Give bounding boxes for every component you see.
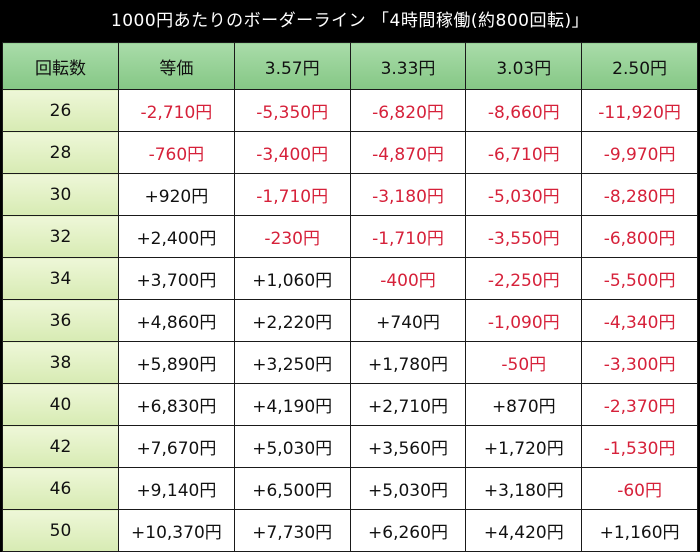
value-cell: -9,970円	[581, 131, 698, 174]
value-cell: -1,090円	[465, 299, 583, 342]
value-cell: +1,780円	[349, 341, 467, 384]
rotation-cell: 42	[2, 425, 119, 468]
table-row: 38 +5,890円 +3,250円 +1,780円 -50円 -3,300円	[2, 341, 698, 384]
table-row: 26 -2,710円 -5,350円 -6,820円 -8,660円 -11,920円	[2, 89, 698, 132]
value-cell: -1,710円	[349, 215, 467, 258]
rotation-cell: 30	[2, 173, 119, 216]
value-cell: +4,420円	[465, 509, 583, 552]
value-cell: -2,710円	[118, 89, 235, 132]
table-row: 36 +4,860円 +2,220円 +740円 -1,090円 -4,340円	[2, 299, 698, 342]
value-cell: +5,890円	[118, 341, 235, 384]
value-cell: -5,030円	[465, 173, 583, 216]
value-cell: -6,820円	[349, 89, 467, 132]
header-303: 3.03円	[465, 42, 583, 90]
border-line-table: 回転数 等価 3.57円 3.33円 3.03円 2.50円 26 -2,710円…	[2, 42, 698, 552]
value-cell: -2,250円	[465, 257, 583, 300]
value-cell: -8,660円	[465, 89, 583, 132]
value-cell: -6,800円	[581, 215, 698, 258]
value-cell: +1,160円	[581, 509, 698, 552]
value-cell: +2,710円	[349, 383, 467, 426]
value-cell: -8,280円	[581, 173, 698, 216]
rotation-cell: 40	[2, 383, 119, 426]
table-row: 50 +10,370円 +7,730円 +6,260円 +4,420円 +1,160円	[2, 509, 698, 552]
value-cell: +9,140円	[118, 467, 235, 510]
value-cell: +5,030円	[233, 425, 351, 468]
rotation-cell: 46	[2, 467, 119, 510]
table-row: 30 +920円 -1,710円 -3,180円 -5,030円 -8,280円	[2, 173, 698, 216]
table-row: 28 -760円 -3,400円 -4,870円 -6,710円 -9,970円	[2, 131, 698, 174]
value-cell: +920円	[118, 173, 235, 216]
value-cell: -11,920円	[581, 89, 698, 132]
value-cell: +3,560円	[349, 425, 467, 468]
value-cell: +3,700円	[118, 257, 235, 300]
value-cell: +7,670円	[118, 425, 235, 468]
value-cell: -230円	[233, 215, 351, 258]
value-cell: +740円	[349, 299, 467, 342]
value-cell: +6,830円	[118, 383, 235, 426]
table-row: 46 +9,140円 +6,500円 +5,030円 +3,180円 -60円	[2, 467, 698, 510]
value-cell: +1,720円	[465, 425, 583, 468]
value-cell: +7,730円	[233, 509, 351, 552]
table-row: 42 +7,670円 +5,030円 +3,560円 +1,720円 -1,530円	[2, 425, 698, 468]
value-cell: +870円	[465, 383, 583, 426]
rotation-cell: 36	[2, 299, 119, 342]
value-cell: -4,870円	[349, 131, 467, 174]
value-cell: +1,060円	[233, 257, 351, 300]
value-cell: -6,710円	[465, 131, 583, 174]
rotation-cell: 26	[2, 89, 119, 132]
header-rotation: 回転数	[2, 42, 119, 90]
table-title: 1000円あたりのボーダーライン 「4時間稼働(約800回転)」	[110, 11, 590, 31]
value-cell: -3,550円	[465, 215, 583, 258]
value-cell: -1,530円	[581, 425, 698, 468]
value-cell: -5,350円	[233, 89, 351, 132]
rotation-cell: 38	[2, 341, 119, 384]
table-row: 32 +2,400円 -230円 -1,710円 -3,550円 -6,800円	[2, 215, 698, 258]
table-row: 34 +3,700円 +1,060円 -400円 -2,250円 -5,500円	[2, 257, 698, 300]
value-cell: +6,260円	[349, 509, 467, 552]
value-cell: +2,220円	[233, 299, 351, 342]
value-cell: -3,180円	[349, 173, 467, 216]
value-cell: -50円	[465, 341, 583, 384]
value-cell: -3,400円	[233, 131, 351, 174]
value-cell: +6,500円	[233, 467, 351, 510]
value-cell: -5,500円	[581, 257, 698, 300]
value-cell: -3,300円	[581, 341, 698, 384]
value-cell: -2,370円	[581, 383, 698, 426]
value-cell: +3,250円	[233, 341, 351, 384]
rotation-cell: 28	[2, 131, 119, 174]
header-row: 回転数 等価 3.57円 3.33円 3.03円 2.50円	[2, 42, 698, 90]
value-cell: -60円	[581, 467, 698, 510]
value-cell: +10,370円	[118, 509, 235, 552]
rotation-cell: 32	[2, 215, 119, 258]
value-cell: -400円	[349, 257, 467, 300]
value-cell: +4,190円	[233, 383, 351, 426]
value-cell: -1,710円	[233, 173, 351, 216]
value-cell: +2,400円	[118, 215, 235, 258]
value-cell: +5,030円	[349, 467, 467, 510]
value-cell: -4,340円	[581, 299, 698, 342]
header-357: 3.57円	[233, 42, 351, 90]
header-250: 2.50円	[581, 42, 698, 90]
rotation-cell: 50	[2, 509, 119, 552]
header-333: 3.33円	[349, 42, 467, 90]
rotation-cell: 34	[2, 257, 119, 300]
table-row: 40 +6,830円 +4,190円 +2,710円 +870円 -2,370円	[2, 383, 698, 426]
header-toka: 等価	[118, 42, 235, 90]
value-cell: +3,180円	[465, 467, 583, 510]
value-cell: +4,860円	[118, 299, 235, 342]
value-cell: -760円	[118, 131, 235, 174]
